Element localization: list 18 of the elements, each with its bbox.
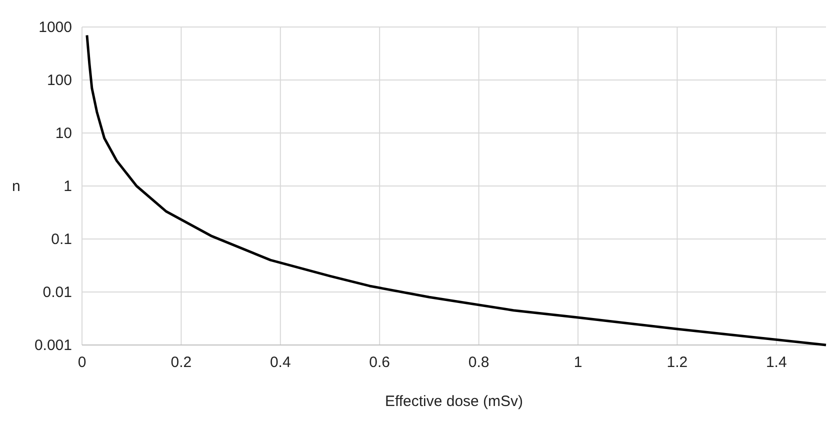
y-axis-title: n [12,178,20,195]
y-tick-label: 1000 [38,19,72,36]
y-tick-label: 100 [46,72,72,89]
x-tick-label: 0 [78,354,86,371]
x-tick-label: 1 [574,354,582,371]
x-tick-label: 1.4 [766,354,787,371]
x-tick-label: 1.2 [666,354,688,371]
x-tick-label: 0.2 [170,354,192,371]
y-tick-label: 10 [55,125,72,142]
y-tick-label: 1 [64,178,72,195]
y-tick-label: 0.01 [42,284,72,301]
x-tick-label: 0.4 [270,354,291,371]
y-tick-label: 0.001 [34,337,72,354]
x-tick-label: 0.8 [468,354,490,371]
line-series [86,34,828,346]
x-tick-label: 0.6 [369,354,390,371]
y-tick-label: 0.1 [51,231,72,248]
x-axis-title: Effective dose (mSv) [384,393,524,410]
